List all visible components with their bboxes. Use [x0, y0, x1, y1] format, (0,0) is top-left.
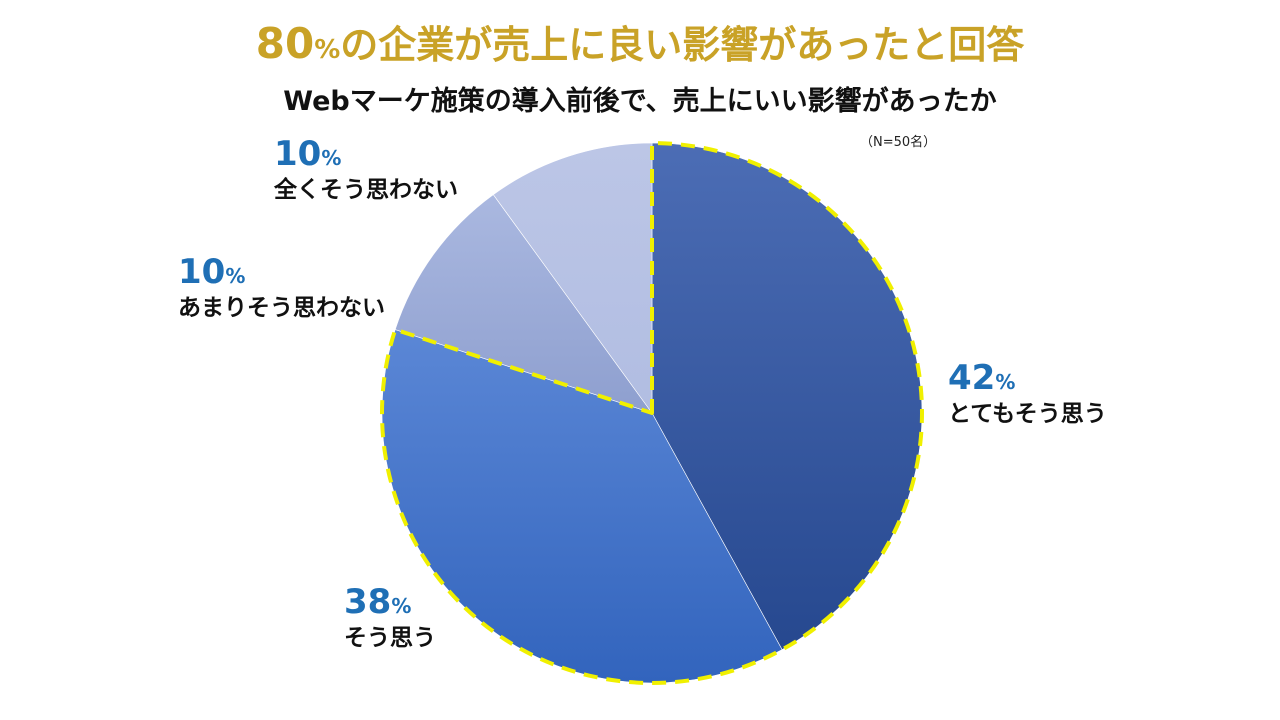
- pie-highlight-borders: [380, 141, 924, 685]
- slice-strongly-disagree: [492, 142, 653, 414]
- chart-title: Webマーケ施策の導入前後で、売上にいい影響があったか: [283, 86, 997, 117]
- slice-value: 42: [948, 358, 996, 398]
- slice-label-somewhat-disagree: 10% あまりそう思わない: [178, 252, 385, 324]
- slice-somewhat-disagree: [394, 194, 653, 414]
- slice-unit: %: [225, 264, 246, 288]
- slice-label-strongly-agree: 42% とてもそう思う: [948, 358, 1107, 430]
- headline-text: の企業が売上に良い影響があったと回答: [340, 23, 1025, 67]
- slice-name: とてもそう思う: [948, 401, 1107, 427]
- slice-name: 全くそう思わない: [274, 177, 458, 203]
- slice-value: 38: [344, 582, 392, 622]
- slice-name: そう思う: [344, 625, 436, 651]
- headline-number: 80: [255, 19, 315, 68]
- highlight-dashed-border: [380, 141, 924, 685]
- slice-value: 10: [274, 134, 322, 174]
- slice-label-strongly-disagree: 10% 全くそう思わない: [274, 134, 458, 206]
- slice-unit: %: [995, 370, 1016, 394]
- slice-label-agree: 38% そう思う: [344, 582, 436, 654]
- slice-name: あまりそう思わない: [178, 295, 385, 321]
- headline: 80%の企業が売上に良い影響があったと回答: [0, 18, 1280, 76]
- pie-slices: [381, 142, 923, 684]
- slice-unit: %: [391, 594, 412, 618]
- slice-value: 10: [178, 252, 226, 292]
- headline-percent-sign: %: [314, 35, 341, 65]
- sample-size-note: （N=50名）: [860, 135, 937, 150]
- slice-unit: %: [321, 146, 342, 170]
